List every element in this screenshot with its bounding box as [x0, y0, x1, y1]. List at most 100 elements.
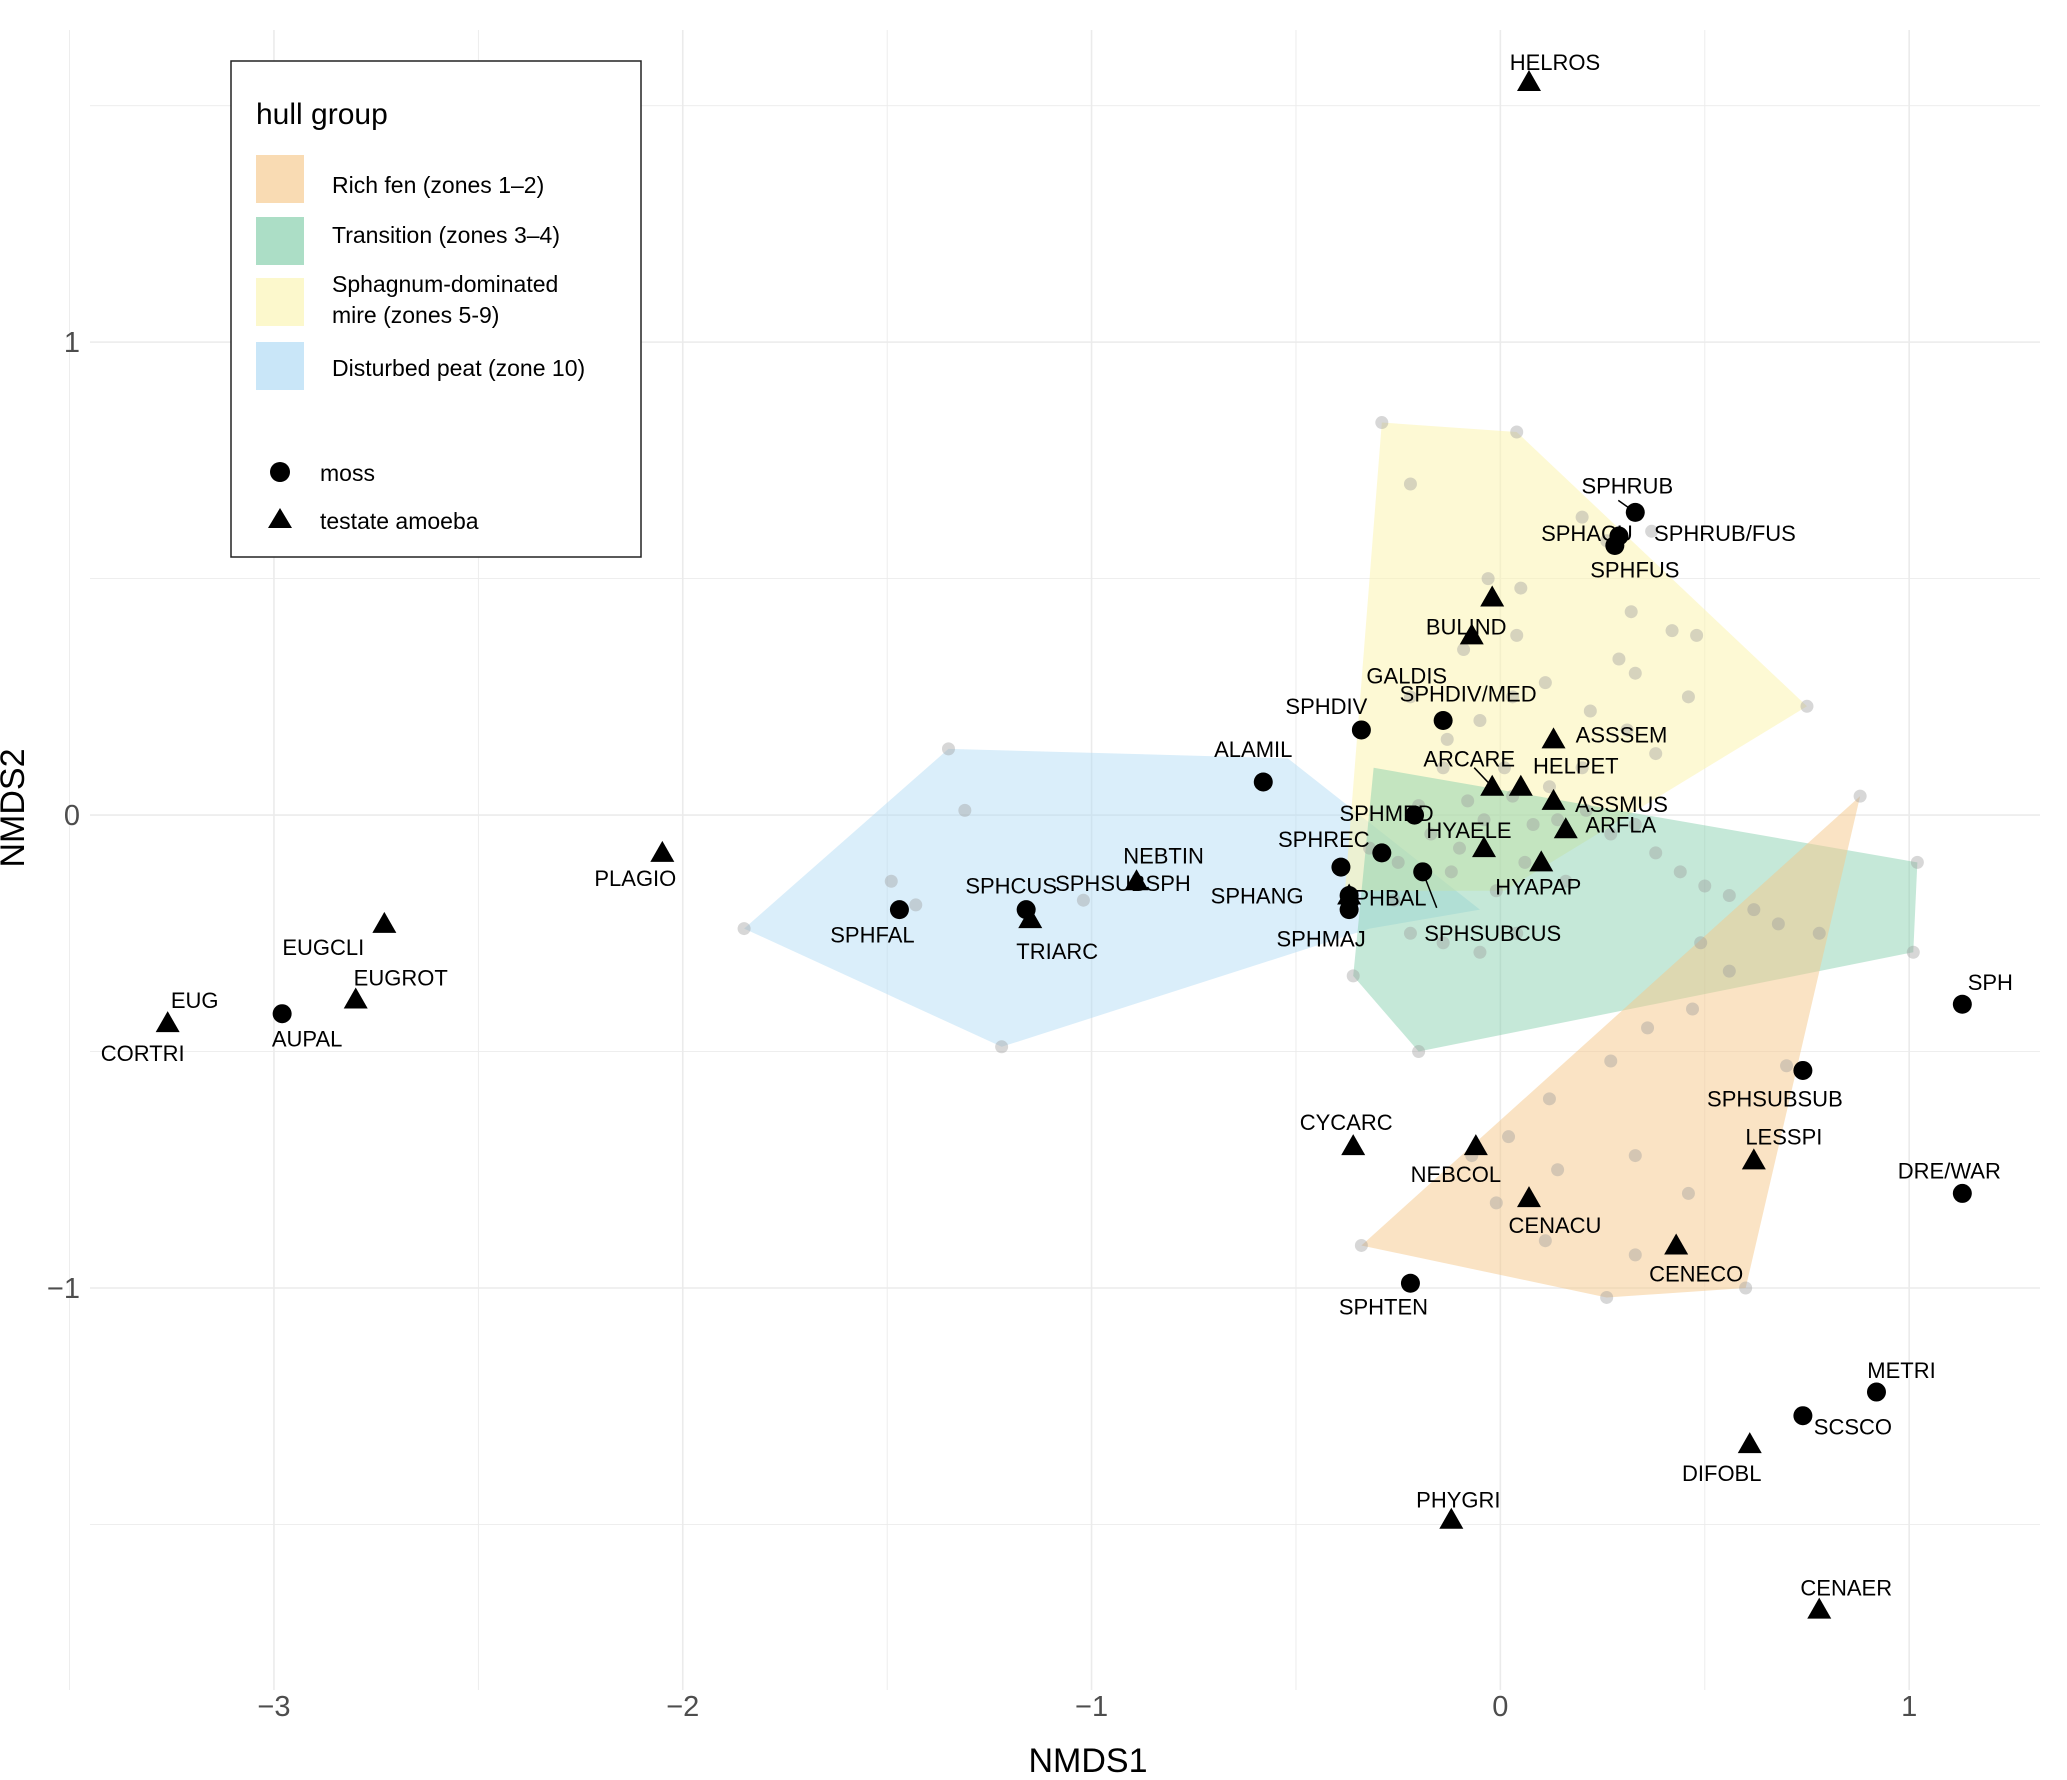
label-sphcus: SPHCUS	[965, 874, 1057, 899]
hull-transition-zones-3-4	[1353, 767, 1918, 1052]
site-point	[1489, 884, 1503, 898]
y-tick-label: −1	[47, 1273, 80, 1305]
amoeba-point-helpet	[1508, 774, 1533, 796]
site-point	[1497, 761, 1511, 775]
site-point	[1403, 477, 1417, 491]
label-helpet: HELPET	[1533, 754, 1619, 779]
amoeba-point-assmus	[1541, 788, 1566, 810]
label-hyapap: HYAPAP	[1495, 874, 1581, 899]
label-cycarc: CYCARC	[1300, 1110, 1393, 1135]
site-point	[958, 803, 972, 817]
label-sphacu: SPHACU	[1541, 521, 1633, 546]
moss-point-sphdiv	[1351, 720, 1371, 740]
site-point	[1771, 917, 1785, 931]
site-point	[1403, 690, 1417, 704]
site-point	[1473, 713, 1487, 727]
site-point	[1698, 879, 1712, 893]
legend-label-sphagnum-mire-line2: mire (zones 5-9)	[332, 302, 499, 328]
leader-arcare	[1473, 767, 1493, 788]
label-assmus: ASSMUS	[1575, 792, 1668, 817]
site-point	[1551, 1163, 1565, 1177]
label-ceneco: CENECO	[1649, 1261, 1743, 1286]
site-point	[1681, 690, 1695, 704]
amoeba-point-cycarc	[1341, 1134, 1366, 1156]
site-point	[1690, 628, 1704, 642]
site-point	[1538, 676, 1552, 690]
site-point	[1444, 865, 1458, 879]
site-point	[1375, 416, 1389, 430]
label-lesspi: LESSPI	[1745, 1124, 1822, 1149]
site-point	[1076, 893, 1090, 907]
site-point	[1436, 936, 1450, 950]
site-point	[1457, 643, 1471, 657]
hull-rich-fen-zones-1-2	[1361, 796, 1861, 1298]
amoeba-point-plagio	[650, 840, 675, 862]
site-point	[1526, 818, 1540, 832]
label-nebcol: NEBCOL	[1411, 1162, 1501, 1187]
site-point	[1489, 1196, 1503, 1210]
label-arcare: ARCARE	[1423, 747, 1515, 772]
label-eug: EUG	[171, 988, 219, 1013]
site-point	[1510, 425, 1524, 439]
site-point	[1461, 794, 1475, 808]
legend-label-rich-fen: Rich fen (zones 1–2)	[332, 172, 544, 198]
legend-moss-circle	[270, 462, 290, 482]
site-point	[1628, 666, 1642, 680]
label-sphten: SPHTEN	[1339, 1294, 1428, 1319]
label-sphfus: SPHFUS	[1590, 557, 1679, 582]
moss-point-sph	[1952, 994, 1972, 1014]
site-point	[1722, 888, 1736, 902]
label-triarc: TRIARC	[1016, 939, 1098, 964]
label-sph: SPH	[1968, 970, 2013, 995]
label-bulind: BULIND	[1426, 615, 1507, 640]
site-point	[1510, 628, 1524, 642]
amoeba-point-hyapap	[1529, 850, 1554, 872]
site-point	[1853, 789, 1867, 803]
label-alamil: ALAMIL	[1214, 737, 1292, 762]
site-point	[1612, 652, 1626, 666]
site-point	[1641, 1021, 1655, 1035]
amoeba-point-asssem	[1541, 727, 1566, 749]
label-sphsubcus: SPHSUBCUS	[1424, 921, 1561, 946]
moss-point-sphmed	[1405, 805, 1425, 825]
legend-swatch-rich-fen	[256, 155, 304, 203]
label-aupal: AUPAL	[272, 1027, 343, 1052]
label-asssem: ASSSEM	[1576, 722, 1668, 747]
label-galdis: GALDIS	[1366, 663, 1447, 688]
site-point	[1780, 1059, 1794, 1073]
hull-disturbed-peat-zone-10	[744, 748, 1480, 1047]
legend-swatch-transition	[256, 217, 304, 265]
site-point	[1906, 945, 1920, 959]
site-point	[995, 1040, 1009, 1054]
site-point	[1604, 1054, 1618, 1068]
site-point	[1518, 855, 1532, 869]
legend-label-disturbed-peat: Disturbed peat (zone 10)	[332, 355, 585, 381]
hull-sphagnum-dominated-mire-zones-5-9	[1345, 422, 1807, 891]
site-point	[1346, 969, 1360, 983]
label-phygri: PHYGRI	[1416, 1488, 1500, 1513]
moss-point-alamil	[1253, 772, 1273, 792]
label-sphrub-fus: SPHRUB/FUS	[1654, 521, 1796, 546]
amoeba-point-arfla	[1553, 817, 1578, 839]
moss-point-sphfus	[1605, 535, 1625, 555]
site-point	[1812, 926, 1826, 940]
label-hyaele: HYAELE	[1426, 818, 1511, 843]
amoeba-point-cenacu	[1516, 1186, 1541, 1208]
label-leader-lines	[1422, 499, 1636, 909]
moss-point-sphsubsub	[1793, 1060, 1813, 1080]
legend-label-testate-amoeba: testate amoeba	[320, 508, 479, 534]
site-point	[1579, 803, 1593, 817]
label-arfla: ARFLA	[1585, 812, 1656, 837]
label-sphmaj: SPHMAJ	[1276, 927, 1365, 952]
moss-point-sphsubsph	[1331, 857, 1351, 877]
site-point	[1722, 964, 1736, 978]
label-nebtin: NEBTIN	[1123, 843, 1204, 868]
site-point	[1424, 827, 1438, 841]
hull-polygons	[744, 422, 1918, 1298]
amoeba-point-nebtin	[1124, 869, 1149, 891]
label-sphrec: SPHREC	[1278, 827, 1370, 852]
site-point	[1412, 1045, 1426, 1059]
site-point	[1473, 945, 1487, 959]
site-point	[909, 898, 923, 912]
amoeba-point-helros	[1516, 70, 1541, 92]
